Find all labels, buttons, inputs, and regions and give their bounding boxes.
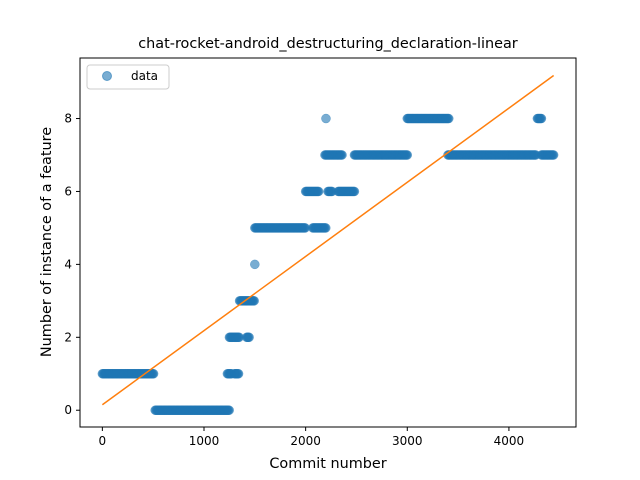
data-point (234, 369, 243, 378)
data-point (350, 187, 359, 196)
legend-label-data: data (131, 69, 158, 83)
data-point (250, 260, 259, 269)
chart-title: chat-rocket-android_destructuring_declar… (138, 36, 518, 52)
data-point (149, 369, 158, 378)
y-tick-label: 2 (64, 330, 72, 344)
data-point (403, 150, 412, 159)
data-marks (98, 114, 558, 415)
data-point (338, 150, 347, 159)
legend-marker-data (103, 72, 112, 81)
y-tick-label: 0 (64, 403, 72, 417)
fit-line-group (102, 76, 553, 405)
data-point (444, 114, 453, 123)
data-point (549, 150, 558, 159)
data-point (537, 114, 546, 123)
y-tick-label: 8 (64, 112, 72, 126)
x-tick-label: 3000 (392, 434, 423, 448)
legend: data (87, 65, 169, 89)
fit-line (102, 76, 553, 405)
x-tick-label: 4000 (494, 434, 525, 448)
x-tick-label: 2000 (290, 434, 321, 448)
data-point (250, 296, 259, 305)
y-tick-label: 6 (64, 184, 72, 198)
data-point (321, 114, 330, 123)
y-axis-ticks: 0 2 4 6 8 (64, 112, 80, 418)
y-axis-label: Number of instance of a feature (39, 127, 55, 357)
x-tick-label: 1000 (189, 434, 220, 448)
data-point (245, 333, 254, 342)
x-axis-ticks: 0 1000 2000 3000 4000 (99, 427, 525, 448)
data-point (321, 223, 330, 232)
x-tick-label: 0 (99, 434, 107, 448)
x-axis-label: Commit number (269, 456, 386, 472)
y-tick-label: 4 (64, 257, 72, 271)
data-point (225, 406, 234, 415)
data-point (314, 187, 323, 196)
plot-area (98, 76, 558, 415)
